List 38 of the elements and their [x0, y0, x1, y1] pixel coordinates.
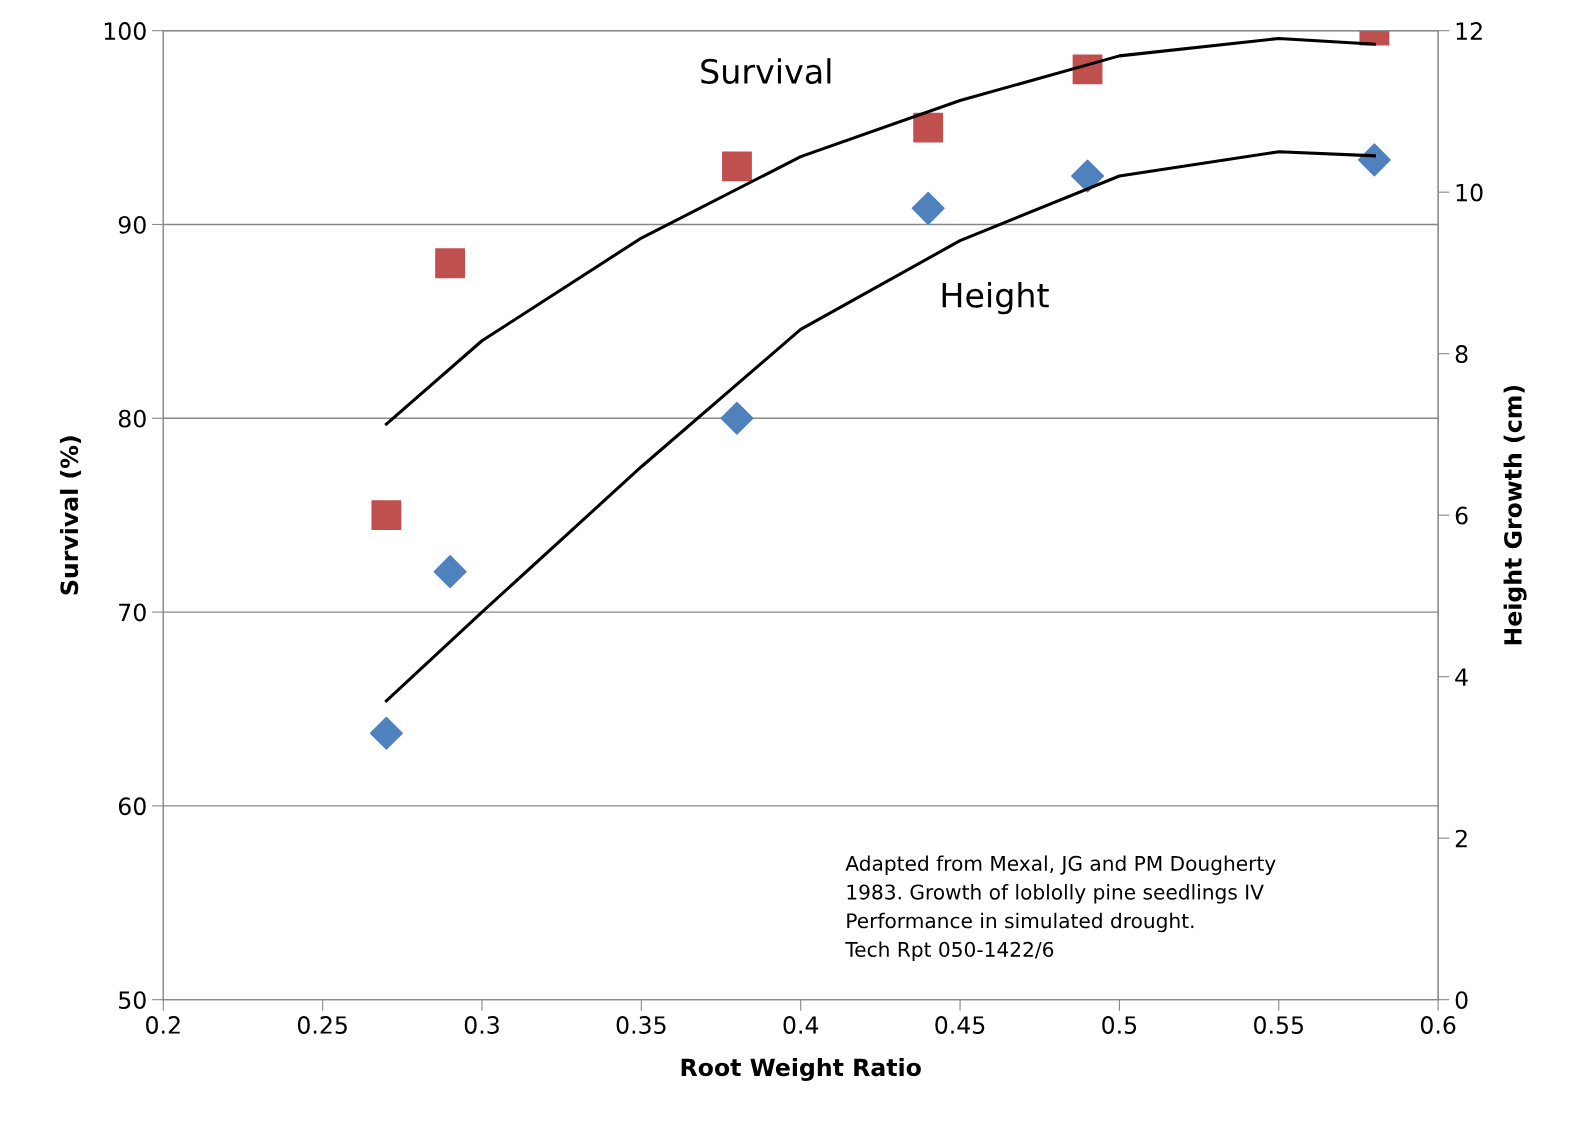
y2-tick-label: 10: [1456, 183, 1483, 202]
y2-tick-label: 12: [1456, 22, 1482, 40]
x-tick-label: 0.4: [783, 1016, 819, 1034]
x-tick-label: 0.25: [297, 1016, 347, 1034]
y2-tick-label: 0: [1455, 991, 1468, 1009]
y-tick-label: 90: [118, 215, 146, 234]
point: [913, 112, 944, 143]
x-tick-label: 0.5: [1102, 1016, 1137, 1034]
y-tick-label: 100: [104, 22, 146, 40]
y2-tick-label: 4: [1455, 668, 1468, 686]
y-axis-title: Survival (%): [59, 436, 81, 595]
y2-tick-label: 6: [1455, 506, 1468, 525]
x-tick-label: 0.6: [1420, 1016, 1456, 1034]
x-tick-label: 0.55: [1254, 1016, 1303, 1034]
annotation: Height: [942, 281, 1049, 315]
x-tick-label: 0.3: [464, 1016, 499, 1034]
point: [435, 248, 466, 279]
y2-tick-label: 2: [1455, 829, 1467, 848]
y2-axis-title: Height Growth (cm): [1503, 385, 1527, 645]
y-tick-label: 70: [119, 603, 146, 622]
point: [371, 500, 402, 531]
y-tick-label: 50: [119, 991, 146, 1009]
point: [369, 716, 403, 750]
x-tick-label: 0.35: [616, 1016, 666, 1034]
y-tick-label: 80: [118, 409, 146, 428]
point: [433, 555, 467, 589]
x-axis-title: Root Weight Ratio: [681, 1057, 921, 1081]
point: [722, 151, 752, 182]
x-tick-label: 0.2: [146, 1016, 180, 1034]
point: [720, 401, 754, 435]
y-tick-label: 60: [118, 797, 146, 816]
point: [911, 191, 945, 225]
annotation: Survival: [701, 58, 831, 84]
annotation: Adapted from Mexal, JG and PM Dougherty 1983. Growth of loblolly pine seedlings IV Performance in simulated drought. Tech Rpt 050-1422/6: [845, 855, 1276, 961]
point: [1071, 159, 1105, 193]
y2-tick-label: 8: [1455, 345, 1468, 363]
point: [1357, 143, 1391, 177]
x-tick-label: 0.45: [935, 1016, 985, 1034]
